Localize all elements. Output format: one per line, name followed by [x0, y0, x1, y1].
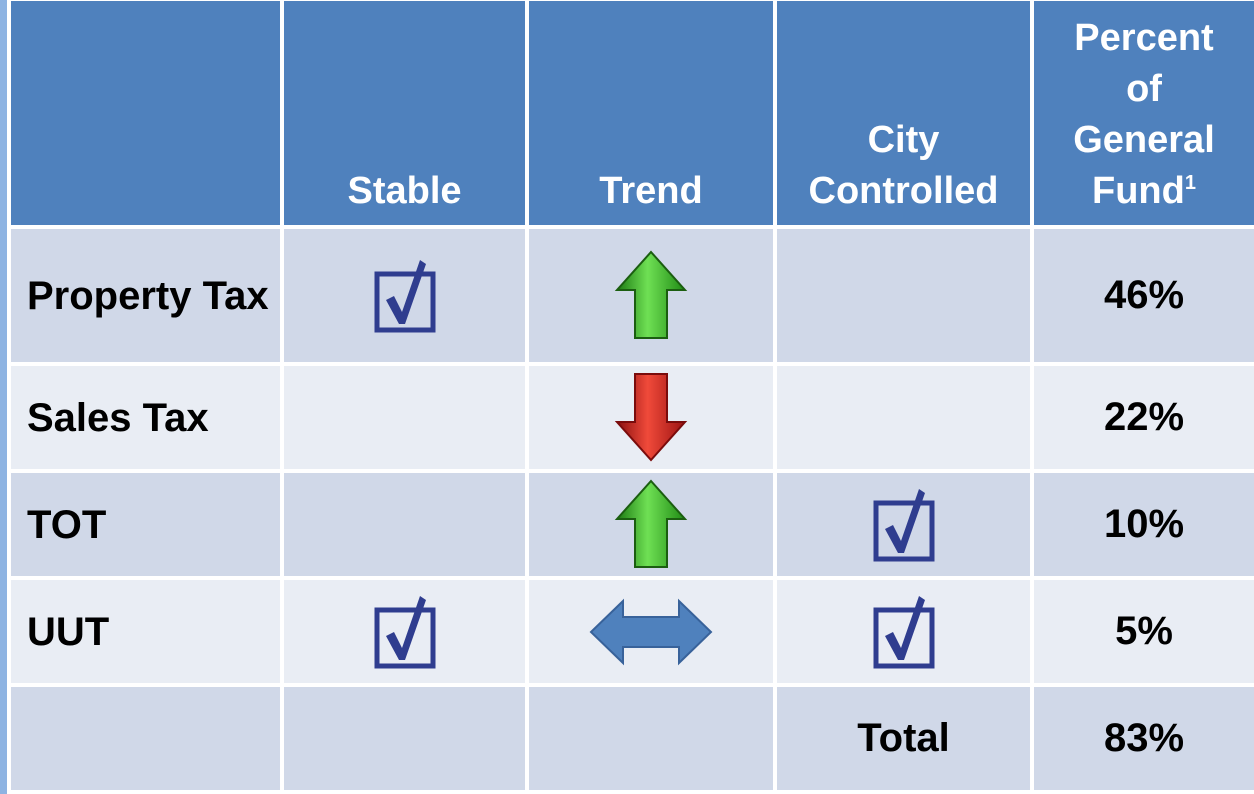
header-cell: Percent of General Fund1 [1030, 0, 1254, 229]
header-text: City Controlled [808, 119, 999, 212]
header-text: Percent of General Fund [1073, 17, 1215, 212]
row: UUT 5% [7, 576, 1254, 687]
header-cell: Trend [525, 0, 777, 229]
cell [773, 469, 1034, 580]
cell [525, 225, 777, 366]
cell [525, 469, 777, 580]
cell [773, 362, 1034, 473]
check-icon [869, 485, 939, 565]
header-text: Stable [347, 170, 462, 212]
cell [773, 576, 1034, 687]
up-arrow [616, 480, 686, 568]
header-text: Trend [599, 170, 703, 212]
row-label: Sales Tax [7, 362, 284, 473]
percent: 5% [1030, 576, 1254, 687]
both-arrow [590, 599, 712, 664]
check-icon [370, 592, 440, 672]
footnote-mark: 1 [1184, 172, 1196, 194]
check-icon [370, 256, 440, 336]
row-label: UUT [7, 576, 284, 687]
cell [773, 225, 1034, 366]
percent: 46% [1030, 225, 1254, 366]
cell [280, 469, 529, 580]
percent: 22% [1030, 362, 1254, 473]
down-arrow [616, 373, 686, 461]
cell [280, 683, 529, 794]
header-cell [7, 0, 284, 229]
total-row: Total 83% [7, 683, 1254, 794]
cell [280, 576, 529, 687]
row-label: Property Tax [7, 225, 284, 366]
header-cell: Stable [280, 0, 529, 229]
cell [525, 576, 777, 687]
cell [525, 362, 777, 473]
up-arrow [616, 251, 686, 339]
cell [525, 683, 777, 794]
row: Property Tax 46% [7, 225, 1254, 366]
slide: Stable Trend City Controlled Percent of … [7, 0, 1254, 794]
cell [280, 225, 529, 366]
row-label: TOT [7, 469, 284, 580]
percent: 83% [1030, 683, 1254, 794]
row: TOT 10% [7, 469, 1254, 580]
cell [7, 683, 284, 794]
header-cell: City Controlled [773, 0, 1034, 229]
revenue-table: Stable Trend City Controlled Percent of … [7, 0, 1254, 794]
header-row: Stable Trend City Controlled Percent of … [7, 0, 1254, 229]
check-icon [869, 592, 939, 672]
percent: 10% [1030, 469, 1254, 580]
total-label: Total [773, 683, 1034, 794]
row: Sales Tax 22% [7, 362, 1254, 473]
cell [280, 362, 529, 473]
